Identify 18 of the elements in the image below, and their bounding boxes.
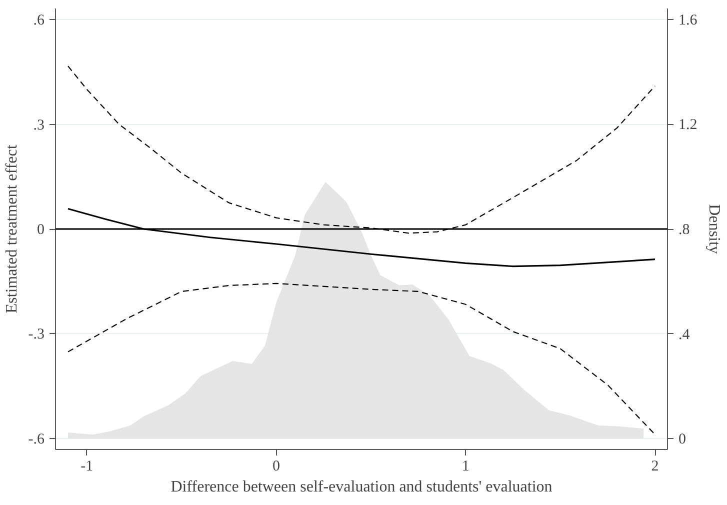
y-tick-label: -.3 [28,326,45,343]
x-tick-label: 1 [462,458,470,474]
y2-tick-label: 1.6 [678,12,698,28]
y-axis-title: Estimated treatment effect [3,144,20,314]
x-axis-title: Difference between self-evaluation and students' evaluation [170,478,552,496]
x-tick-label: 2 [651,458,659,474]
y2-tick-label: 1.2 [678,117,698,134]
x-tick-label: -1 [80,458,94,474]
y2-tick-label: 0 [678,432,686,448]
x-tick-label: 0 [272,458,280,474]
y2-tick-label: .4 [678,326,690,343]
y2-tick-label: .8 [678,222,690,238]
y2-axis-title: Density [705,204,722,254]
line-series [67,282,656,436]
y-tick-label: .3 [33,117,44,134]
y-tick-label: 0 [37,222,44,238]
y-tick-label: .6 [33,12,45,29]
y-tick-label: -.6 [28,431,45,448]
